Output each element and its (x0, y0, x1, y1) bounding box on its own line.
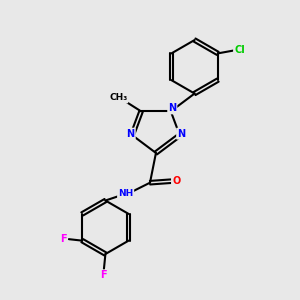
Text: O: O (172, 176, 180, 186)
Text: NH: NH (118, 189, 133, 198)
Text: N: N (127, 129, 135, 139)
Text: N: N (177, 129, 185, 139)
Text: F: F (100, 270, 107, 280)
Text: N: N (168, 103, 176, 113)
Text: F: F (60, 234, 67, 244)
Text: CH₃: CH₃ (109, 94, 127, 103)
Text: Cl: Cl (234, 45, 245, 56)
